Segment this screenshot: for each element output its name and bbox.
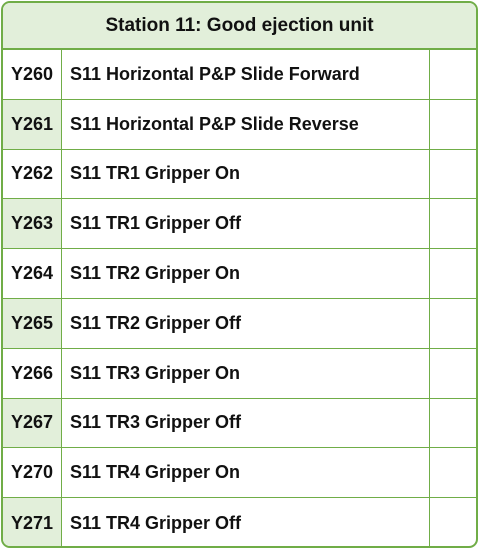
address-cell: Y267 [3, 398, 62, 448]
address-cell: Y271 [3, 498, 62, 546]
description-cell: S11 TR3 Gripper Off [62, 398, 430, 448]
description-cell: S11 TR4 Gripper Off [62, 498, 430, 546]
address-cell: Y262 [3, 149, 62, 199]
description-cell: S11 Horizontal P&P Slide Reverse [62, 99, 430, 149]
empty-cell [430, 100, 476, 149]
description-cell: S11 TR4 Gripper On [62, 448, 430, 498]
table-row: Y264 S11 TR2 Gripper On [3, 249, 476, 299]
table-title: Station 11: Good ejection unit [3, 3, 476, 50]
description-cell: S11 Horizontal P&P Slide Forward [62, 50, 430, 99]
table-row: Y270 S11 TR4 Gripper On [3, 448, 476, 499]
table-row: Y263 S11 TR1 Gripper Off [3, 199, 476, 250]
description-cell: S11 TR2 Gripper Off [62, 298, 430, 348]
table-row: Y271 S11 TR4 Gripper Off [3, 498, 476, 546]
table-row: Y260 S11 Horizontal P&P Slide Forward [3, 50, 476, 100]
address-cell: Y264 [3, 249, 62, 298]
address-cell: Y263 [3, 199, 62, 249]
address-cell: Y261 [3, 99, 62, 149]
address-cell: Y270 [3, 448, 62, 498]
empty-cell [430, 50, 476, 99]
table-row: Y261 S11 Horizontal P&P Slide Reverse [3, 99, 476, 150]
empty-cell [430, 150, 476, 199]
empty-cell [430, 448, 476, 497]
table-row: Y262 S11 TR1 Gripper On [3, 149, 476, 200]
empty-cell [430, 399, 476, 448]
empty-cell [430, 299, 476, 348]
description-cell: S11 TR2 Gripper On [62, 249, 430, 298]
address-cell: Y265 [3, 298, 62, 348]
description-cell: S11 TR1 Gripper On [62, 149, 430, 199]
address-cell: Y260 [3, 50, 62, 99]
table-row: Y265 S11 TR2 Gripper Off [3, 298, 476, 349]
empty-cell [430, 249, 476, 298]
table-row: Y266 S11 TR3 Gripper On [3, 348, 476, 399]
empty-cell [430, 498, 476, 546]
description-cell: S11 TR1 Gripper Off [62, 199, 430, 249]
empty-cell [430, 349, 476, 398]
table-row: Y267 S11 TR3 Gripper Off [3, 398, 476, 449]
empty-cell [430, 199, 476, 248]
table-body: Y260 S11 Horizontal P&P Slide Forward Y2… [3, 50, 476, 546]
description-cell: S11 TR3 Gripper On [62, 348, 430, 398]
address-cell: Y266 [3, 348, 62, 398]
